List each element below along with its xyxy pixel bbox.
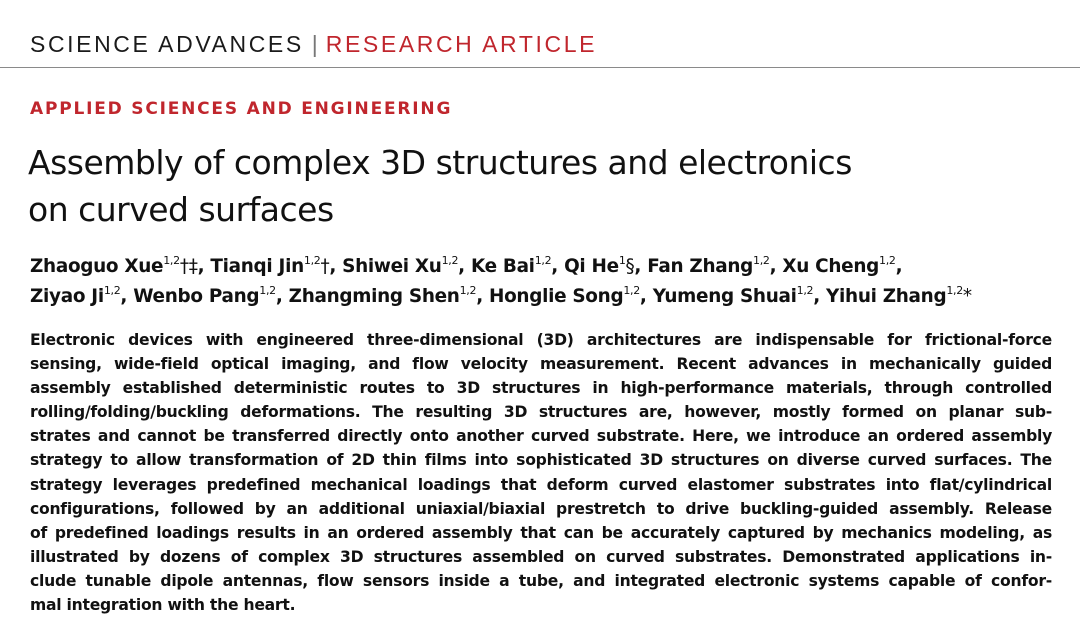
author-marks: * (962, 286, 972, 307)
author: Xu Cheng1,2, (782, 254, 903, 277)
author-affiliation: 1,2 (796, 284, 814, 297)
author-affiliation: 1,2 (303, 254, 321, 267)
title-line-1: Assembly of complex 3D structures and el… (28, 143, 852, 182)
abstract-line: strategy leverages predefined mechanical… (30, 475, 1052, 494)
author-separator: , (639, 286, 653, 307)
author-affiliation: 1 (618, 254, 626, 267)
author: Fan Zhang1,2, (647, 254, 783, 277)
abstract-line: strategy to allow transformation of 2D t… (30, 451, 1052, 470)
abstract-line: of predefined loadings results in an ord… (30, 523, 1052, 542)
author-separator: , (329, 256, 343, 277)
author: Zhaoguo Xue1,2†‡, (30, 254, 211, 277)
abstract: Electronic devices with engineered three… (30, 328, 1052, 617)
author-separator: , (476, 286, 489, 307)
author-name: Tianqi Jin (210, 256, 304, 277)
journal-name: SCIENCE ADVANCES (30, 31, 304, 57)
author-affiliation: 1,2 (623, 284, 640, 297)
author-affiliation: 1,2 (441, 254, 459, 267)
abstract-line: sensing, wide-field optical imaging, and… (30, 355, 1052, 374)
author-affiliation: 1,2 (459, 284, 477, 297)
abstract-line: rolling/folding/buckling deformations. T… (30, 403, 1052, 422)
author-marks: § (625, 256, 635, 277)
author: Tianqi Jin1,2†, (210, 254, 343, 277)
author: Ke Bai1,2, (470, 254, 565, 277)
author: Wenbo Pang1,2, (133, 284, 289, 307)
title-line-2: on curved surfaces (28, 190, 334, 229)
author-name: Qi He (564, 256, 619, 277)
author-separator: , (813, 286, 827, 307)
author-name: Yumeng Shuai (652, 286, 797, 307)
author-separator: , (120, 286, 134, 307)
article-title: Assembly of complex 3D structures and el… (28, 139, 1058, 233)
section-label: APPLIED SCIENCES AND ENGINEERING (30, 99, 453, 119)
abstract-line: Electronic devices with engineered three… (30, 331, 1052, 349)
author-marks: † (320, 256, 330, 277)
author-name: Zhaoguo Xue (30, 256, 164, 277)
author: Honglie Song1,2, (489, 284, 653, 307)
author-list: Zhaoguo Xue1,2†‡, Tianqi Jin1,2†, Shiwei… (30, 252, 1060, 312)
abstract-line: mal integration with the heart. (30, 596, 296, 615)
author-affiliation: 1,2 (879, 254, 896, 267)
author-separator: , (197, 256, 211, 277)
author-name: Wenbo Pang (133, 286, 260, 307)
author-affiliation: 1,2 (534, 254, 552, 267)
author-name: Yihui Zhang (826, 286, 947, 307)
author-marks: †‡ (179, 256, 198, 277)
author-name: Ke Bai (470, 256, 535, 277)
author-separator: , (275, 286, 289, 307)
author: Yumeng Shuai1,2, (652, 284, 827, 307)
author: Qi He1§, (564, 254, 648, 277)
author: Shiwei Xu1,2, (342, 254, 471, 277)
author: Zhangming Shen1,2, (288, 284, 489, 307)
author-name: Fan Zhang (647, 256, 754, 277)
abstract-line: configurations, followed by an additiona… (30, 499, 1052, 518)
author-name: Honglie Song (489, 286, 624, 307)
author-separator: , (895, 256, 903, 277)
author-separator: , (551, 256, 565, 277)
author-affiliation: 1,2 (259, 284, 276, 297)
author-affiliation: 1,2 (163, 254, 180, 267)
abstract-line: assembly established deterministic route… (30, 379, 1052, 398)
author-name: Zhangming Shen (288, 286, 460, 307)
author-affiliation: 1,2 (103, 284, 121, 297)
article-type: RESEARCH ARTICLE (325, 31, 598, 57)
author-name: Ziyao Ji (30, 286, 104, 307)
header-divider (0, 67, 1080, 68)
abstract-line: clude tunable dipole antennas, flow sens… (30, 571, 1052, 590)
author-name: Shiwei Xu (342, 256, 442, 277)
author-separator: , (769, 256, 783, 277)
header-separator: | (311, 31, 318, 57)
author-separator: , (458, 256, 471, 277)
author-name: Xu Cheng (782, 256, 879, 277)
author-affiliation: 1,2 (753, 254, 770, 267)
journal-header: SCIENCE ADVANCES | RESEARCH ARTICLE (30, 28, 597, 60)
author: Yihui Zhang1,2* (826, 284, 972, 307)
abstract-line: strates and cannot be transferred direct… (30, 427, 1052, 446)
author: Ziyao Ji1,2, (30, 284, 134, 307)
abstract-line: illustrated by dozens of complex 3D stru… (30, 547, 1052, 566)
author-separator: , (634, 256, 648, 277)
author-affiliation: 1,2 (946, 284, 963, 297)
